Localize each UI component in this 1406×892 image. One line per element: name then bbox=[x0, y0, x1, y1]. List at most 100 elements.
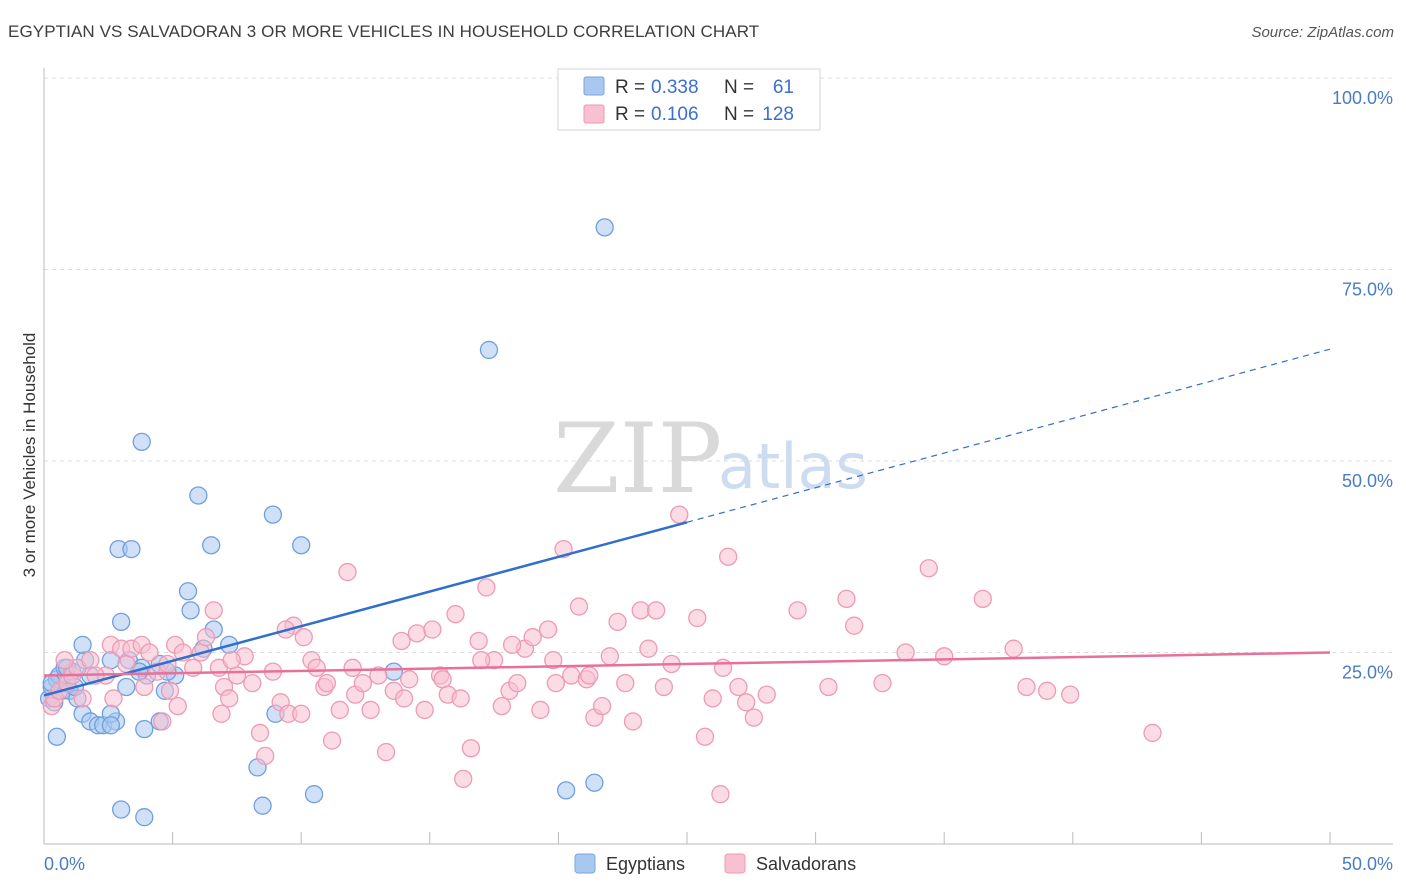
data-point bbox=[394, 689, 414, 708]
data-point bbox=[253, 796, 272, 815]
data-point bbox=[392, 631, 411, 651]
watermark-zip: ZIP bbox=[553, 403, 722, 515]
data-point bbox=[220, 689, 239, 708]
data-points bbox=[39, 218, 1162, 827]
data-point bbox=[703, 689, 722, 708]
data-point bbox=[595, 218, 614, 237]
data-point bbox=[737, 693, 756, 712]
data-point bbox=[477, 578, 496, 597]
data-point bbox=[112, 800, 131, 819]
data-point bbox=[307, 658, 326, 677]
legend-n-value-1: 61 bbox=[773, 77, 794, 98]
bottom-legend-salvadorans: Salvadorans bbox=[756, 854, 856, 874]
data-point bbox=[55, 651, 74, 670]
data-point bbox=[562, 666, 581, 685]
data-point bbox=[384, 662, 403, 681]
legend-r-value-2: 0.106 bbox=[651, 104, 699, 125]
data-point bbox=[788, 601, 807, 620]
data-point bbox=[639, 639, 658, 658]
data-point bbox=[81, 651, 100, 670]
data-point bbox=[719, 547, 738, 566]
data-point bbox=[585, 773, 604, 792]
data-point bbox=[544, 651, 563, 670]
data-point bbox=[580, 666, 599, 685]
y-tick-label: 75.0% bbox=[1342, 280, 1393, 300]
data-point bbox=[132, 432, 151, 452]
trend-line-salvadorans bbox=[43, 651, 1331, 677]
data-point bbox=[369, 666, 388, 685]
data-point bbox=[361, 700, 380, 720]
data-point bbox=[423, 620, 442, 639]
bottom-legend: Egyptians Salvadorans bbox=[574, 853, 856, 874]
data-point bbox=[196, 628, 216, 647]
legend-r-label-2: R = bbox=[615, 104, 645, 125]
data-point bbox=[112, 612, 131, 632]
data-point bbox=[135, 719, 154, 739]
trend-line-egyptians bbox=[43, 521, 688, 697]
data-point bbox=[181, 601, 200, 620]
data-point bbox=[263, 505, 283, 524]
data-point bbox=[292, 536, 311, 555]
data-point bbox=[695, 727, 715, 746]
data-point bbox=[250, 723, 270, 743]
data-point bbox=[454, 769, 473, 789]
data-point bbox=[343, 658, 362, 677]
data-point bbox=[202, 536, 221, 555]
data-point bbox=[592, 696, 612, 716]
data-point bbox=[492, 696, 511, 716]
data-point bbox=[304, 785, 324, 804]
watermark: ZIP atlas bbox=[553, 403, 868, 515]
bottom-legend-swatch-salvadorans bbox=[724, 853, 746, 874]
y-tick-label: 100.0% bbox=[1332, 88, 1393, 108]
bottom-legend-swatch-egyptians bbox=[574, 853, 596, 874]
data-point bbox=[140, 643, 159, 662]
data-point bbox=[523, 628, 542, 647]
y-tick-label: 25.0% bbox=[1342, 663, 1393, 683]
data-point bbox=[646, 601, 666, 620]
data-point bbox=[294, 628, 313, 647]
data-point bbox=[1143, 723, 1162, 743]
data-point bbox=[1004, 639, 1023, 658]
data-point bbox=[973, 589, 992, 609]
data-point bbox=[407, 624, 427, 643]
chart-title: EGYPTIAN VS SALVADORAN 3 OR MORE VEHICLE… bbox=[8, 22, 760, 41]
trend-lines bbox=[43, 348, 1331, 697]
data-point bbox=[227, 666, 247, 685]
gridlines bbox=[44, 77, 1393, 653]
data-point bbox=[616, 673, 635, 693]
x-tick-min: 0.0% bbox=[44, 854, 85, 874]
data-point bbox=[178, 582, 198, 601]
data-point bbox=[189, 486, 208, 505]
data-point bbox=[608, 612, 627, 632]
legend-n-value-2: 128 bbox=[762, 104, 794, 125]
data-point bbox=[461, 739, 481, 758]
y-axis-label: 3 or more Vehicles in Household bbox=[20, 333, 39, 578]
data-point bbox=[1017, 677, 1036, 697]
data-point bbox=[531, 700, 550, 720]
data-point bbox=[569, 597, 589, 616]
data-point bbox=[502, 635, 522, 654]
data-point bbox=[654, 677, 674, 697]
data-point bbox=[160, 681, 180, 700]
data-point bbox=[845, 616, 864, 635]
data-point bbox=[1037, 681, 1057, 700]
data-point bbox=[819, 677, 838, 697]
data-point bbox=[47, 727, 67, 746]
data-point bbox=[556, 781, 576, 800]
data-point bbox=[600, 647, 619, 666]
data-point bbox=[713, 658, 733, 677]
data-point bbox=[400, 670, 419, 689]
data-point bbox=[479, 340, 499, 360]
data-point bbox=[104, 689, 123, 708]
data-point bbox=[73, 635, 92, 654]
data-point bbox=[670, 505, 689, 524]
source-label: Source: ZipAtlas.com bbox=[1251, 24, 1394, 41]
data-point bbox=[101, 716, 121, 735]
data-point bbox=[631, 601, 650, 620]
data-point bbox=[873, 673, 892, 693]
data-point bbox=[376, 742, 396, 762]
data-point bbox=[935, 647, 954, 666]
data-point bbox=[204, 601, 223, 620]
data-point bbox=[837, 589, 856, 609]
legend-r-label-1: R = bbox=[615, 77, 645, 98]
